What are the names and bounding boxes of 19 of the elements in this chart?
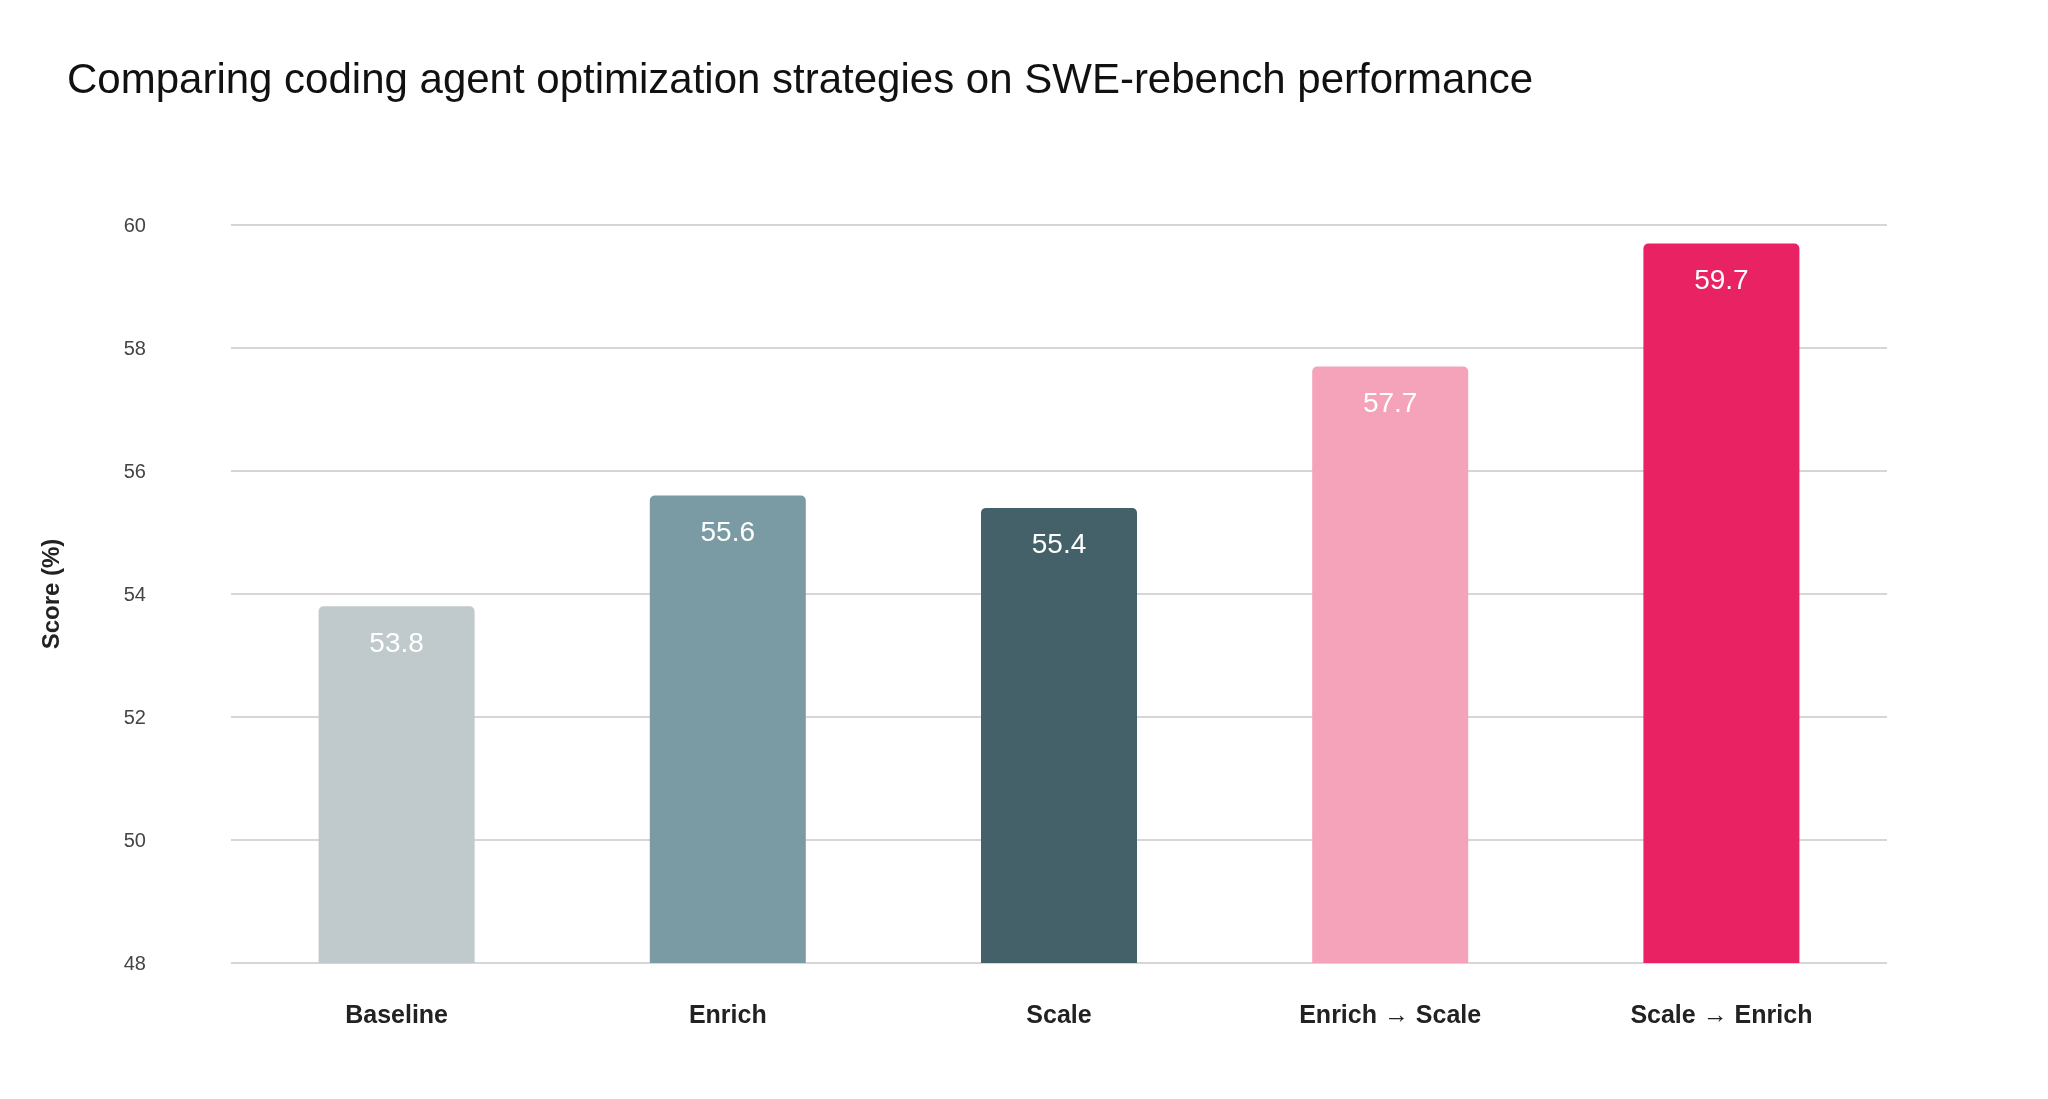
x-tick-label: Scale → Enrich [1630, 999, 1813, 1028]
data-label: 53.8 [369, 626, 424, 658]
x-tick-label: Baseline [345, 999, 449, 1028]
x-tick-label: Enrich → Scale [1299, 999, 1482, 1028]
y-tick-label: 50 [123, 829, 146, 851]
data-label: 55.4 [1031, 528, 1087, 560]
y-tick-label: 54 [123, 583, 146, 605]
chart-title: Comparing coding agent optimization strategies on SWE-rebench performance [67, 54, 1534, 102]
data-label: 55.6 [700, 516, 756, 548]
x-tick-label: Enrich [688, 999, 767, 1028]
y-tick-label: 52 [123, 706, 146, 728]
y-tick-label: 56 [123, 460, 146, 482]
y-tick-label: 58 [123, 337, 146, 359]
y-axis-title: Score (%) [36, 538, 64, 650]
y-tick-label: 60 [123, 214, 146, 236]
x-tick-label: Scale [1026, 999, 1092, 1028]
y-tick-label: 48 [123, 952, 146, 974]
data-label: 57.7 [1362, 386, 1418, 418]
data-label: 59.7 [1694, 263, 1749, 295]
